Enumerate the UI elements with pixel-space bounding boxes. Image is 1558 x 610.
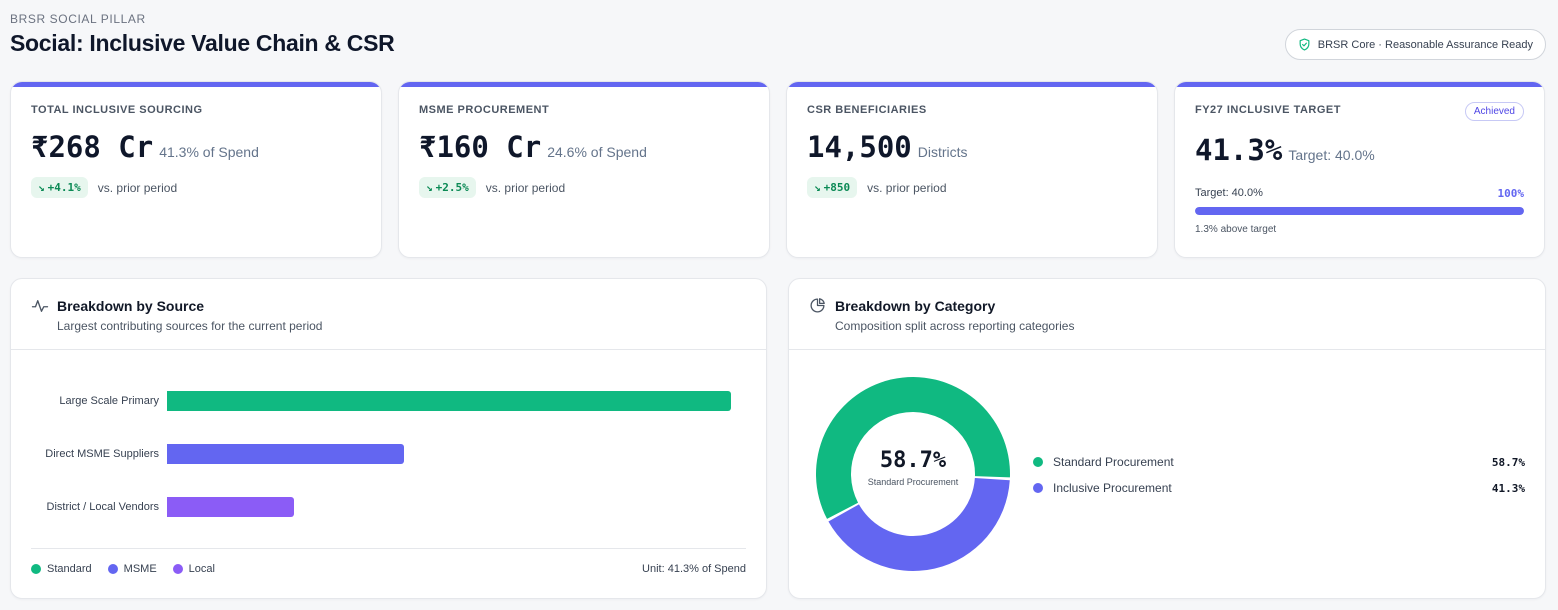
activity-icon (31, 297, 49, 320)
page-title: Social: Inclusive Value Chain & CSR (10, 30, 395, 56)
legend-item-msme: MSME (107, 563, 157, 575)
delta-note: vs. prior period (867, 180, 947, 195)
trend-arrow-icon: ↘ (426, 181, 433, 194)
breakdown-by-category-panel: Breakdown by Category Composition split … (788, 278, 1546, 599)
legend-dot (31, 564, 41, 574)
chart-legend: Standard MSME Local (31, 563, 215, 575)
donut-slice-standard-procurement[interactable] (816, 377, 1010, 519)
category-value: 41.3% (1491, 481, 1525, 495)
legend-item-local: Local (172, 563, 215, 575)
category-name: Inclusive Procurement (1053, 481, 1172, 495)
unit-note: Unit: 41.3% of Spend (642, 563, 746, 575)
bar-district-local-vendors[interactable] (167, 497, 294, 517)
kpi-label: CSR BENEFICIARIES (807, 104, 927, 116)
kpi-value: ₹268 Cr (31, 130, 154, 164)
bar-direct-msme-suppliers[interactable] (167, 444, 404, 464)
delta-note: vs. prior period (485, 180, 566, 195)
panel-subtitle: Composition split across reporting categ… (835, 319, 1075, 333)
source-bar-chart: Large Scale Primary Direct MSME Suppliers… (11, 279, 766, 598)
donut-slice-inclusive-procurement[interactable] (828, 478, 1010, 571)
bar-category-label: Large Scale Primary (59, 395, 159, 407)
bar-row: Large Scale Primary (11, 391, 766, 411)
delta-badge: ↘ +850 (807, 177, 858, 198)
chart-baseline (31, 548, 746, 549)
legend-item-standard: Standard (31, 563, 92, 575)
kpi-unit: 24.6% of Spend (547, 144, 647, 160)
delta-value: +2.5% (435, 181, 469, 194)
legend-dot (1033, 483, 1043, 493)
category-legend-row-standard: Standard Procurement 58.7% (1033, 453, 1525, 471)
bar-row: Direct MSME Suppliers (11, 444, 766, 464)
category-name: Standard Procurement (1053, 455, 1174, 469)
panel-title: Breakdown by Category (835, 298, 996, 314)
panel-title: Breakdown by Source (57, 298, 205, 314)
bar-row: District / Local Vendors (11, 497, 766, 517)
target-progress-fill (1195, 207, 1524, 215)
progress-percent: 100% (1497, 187, 1525, 200)
assurance-status-chip[interactable]: BRSR Core · Reasonable Assurance Ready (1284, 29, 1546, 60)
kpi-unit: 41.3% of Spend (159, 144, 259, 160)
kpi-label: TOTAL INCLUSIVE SOURCING (31, 104, 203, 116)
assurance-status-label: BRSR Core · Reasonable Assurance Ready (1317, 38, 1533, 51)
legend-dot (172, 564, 183, 574)
delta-note: vs. prior period (97, 180, 178, 195)
bar-category-label: District / Local Vendors (46, 501, 160, 513)
kpi-value: 14,500 (807, 130, 912, 164)
target-footnote: 1.3% above target (1195, 224, 1277, 235)
donut-center-value: 58.7% (879, 448, 947, 473)
kpi-value: ₹160 Cr (419, 130, 542, 164)
bar-category-label: Direct MSME Suppliers (45, 448, 159, 460)
target-progress-bar (1195, 207, 1524, 215)
legend-label: Local (188, 563, 215, 575)
kpi-unit: Target: 40.0% (1288, 147, 1375, 163)
kpi-card-msme-procurement: MSME PROCUREMENT ₹160 Cr 24.6% of Spend … (398, 81, 770, 258)
kpi-card-fy27-inclusive-target: FY27 INCLUSIVE TARGET Achieved 41.3% Tar… (1174, 81, 1545, 258)
delta-value: +850 (823, 181, 851, 194)
category-donut-chart: 58.7% Standard Procurement (813, 374, 1013, 574)
kpi-card-csr-beneficiaries: CSR BENEFICIARIES 14,500 Districts ↘ +850… (786, 81, 1158, 258)
category-value: 58.7% (1491, 455, 1525, 469)
bar-large-scale-primary[interactable] (167, 391, 731, 411)
target-label: Target: 40.0% (1195, 187, 1263, 199)
kpi-unit: Districts (917, 144, 968, 160)
delta-value: +4.1% (47, 181, 81, 194)
trend-arrow-icon: ↘ (814, 181, 821, 194)
kpi-value: 41.3% (1195, 133, 1283, 167)
kpi-label: FY27 INCLUSIVE TARGET (1195, 104, 1341, 116)
legend-dot (1033, 457, 1043, 467)
delta-badge: ↘ +2.5% (419, 177, 476, 198)
legend-dot (107, 564, 118, 574)
breakdown-by-source-panel: Breakdown by Source Largest contributing… (10, 278, 767, 599)
achieved-badge: Achieved (1464, 102, 1524, 121)
kpi-card-total-inclusive-sourcing: TOTAL INCLUSIVE SOURCING ₹268 Cr 41.3% o… (10, 81, 382, 258)
trend-arrow-icon: ↘ (38, 181, 45, 194)
shield-check-icon (1298, 38, 1311, 51)
page-eyebrow: BRSR SOCIAL PILLAR (10, 12, 146, 26)
pie-chart-icon (809, 297, 826, 319)
delta-badge: ↘ +4.1% (31, 177, 88, 198)
legend-label: Standard (47, 563, 92, 575)
legend-label: MSME (123, 563, 157, 575)
donut-center-caption: Standard Procurement (867, 477, 959, 487)
panel-subtitle: Largest contributing sources for the cur… (57, 319, 323, 333)
category-legend-row-inclusive: Inclusive Procurement 41.3% (1033, 479, 1525, 497)
kpi-label: MSME PROCUREMENT (419, 104, 550, 116)
